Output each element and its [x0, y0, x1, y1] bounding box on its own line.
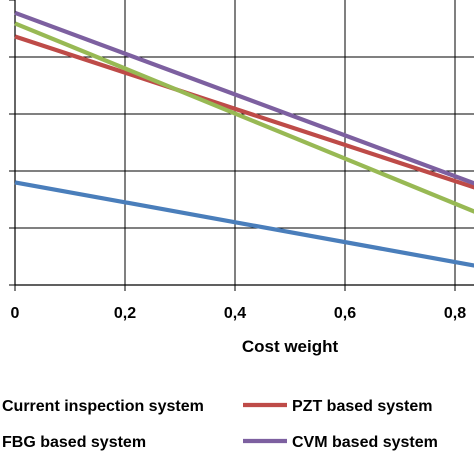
legend-label-2: FBG based system — [2, 434, 146, 451]
x-tick-label: 0,8 — [444, 305, 466, 322]
series-line-2 — [14, 21, 474, 214]
x-tick-label: 0,4 — [224, 305, 246, 322]
series-line-0 — [14, 180, 474, 268]
series-lines — [14, 10, 474, 268]
series-line-1 — [14, 34, 474, 190]
series-line-3 — [14, 10, 474, 186]
x-tick-label: 0,6 — [334, 305, 356, 322]
legend-label-0: Current inspection system — [2, 398, 204, 415]
x-tick-label: 0 — [11, 305, 20, 322]
legend-label-3: CVM based system — [292, 434, 438, 451]
gridlines — [15, 0, 474, 285]
x-axis-title: Cost weight — [242, 337, 339, 356]
axes — [9, 0, 474, 291]
x-tick-labels: 0 0,2 0,4 0,6 0,8 — [11, 305, 467, 322]
legend: Current inspection system PZT based syste… — [2, 398, 438, 451]
legend-label-1: PZT based system — [292, 398, 433, 415]
x-tick-label: 0,2 — [114, 305, 136, 322]
